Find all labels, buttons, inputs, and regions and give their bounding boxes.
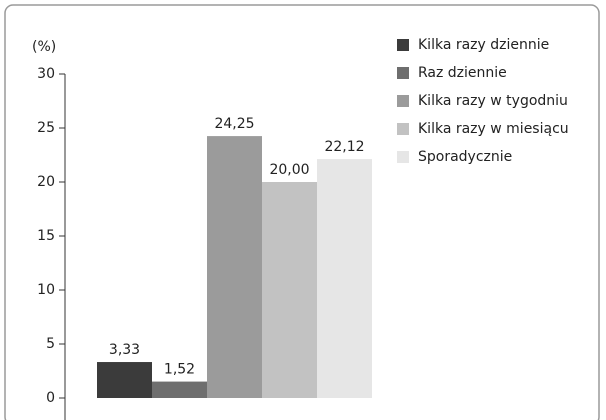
y-tick-label: 30: [37, 66, 55, 82]
legend-swatch: [397, 95, 409, 107]
bar: [97, 362, 152, 398]
legend-label: Raz dziennie: [418, 65, 507, 81]
legend-label: Kilka razy dziennie: [418, 37, 549, 53]
value-label: 22,12: [324, 139, 364, 155]
value-label: 1,52: [164, 362, 195, 378]
legend-swatch: [397, 123, 409, 135]
y-tick-label: 25: [37, 120, 55, 136]
y-axis-label: (%): [32, 39, 56, 55]
y-tick-label: 20: [37, 174, 55, 190]
legend-swatch: [397, 67, 409, 79]
y-tick-label: 0: [46, 390, 55, 406]
y-tick-label: 15: [37, 228, 55, 244]
legend-swatch: [397, 39, 409, 51]
legend-label: Kilka razy w miesiącu: [418, 121, 569, 137]
value-label: 20,00: [269, 162, 309, 178]
y-tick-label: 10: [37, 282, 55, 298]
legend-swatch: [397, 151, 409, 163]
legend-label: Kilka razy w tygodniu: [418, 93, 568, 109]
bar: [152, 381, 207, 398]
value-label: 24,25: [214, 116, 254, 132]
bar: [317, 159, 372, 398]
y-tick-label: 5: [46, 336, 55, 352]
bar: [262, 182, 317, 398]
bar: [207, 136, 262, 398]
legend-label: Sporadycznie: [418, 149, 512, 165]
value-label: 3,33: [109, 342, 140, 358]
